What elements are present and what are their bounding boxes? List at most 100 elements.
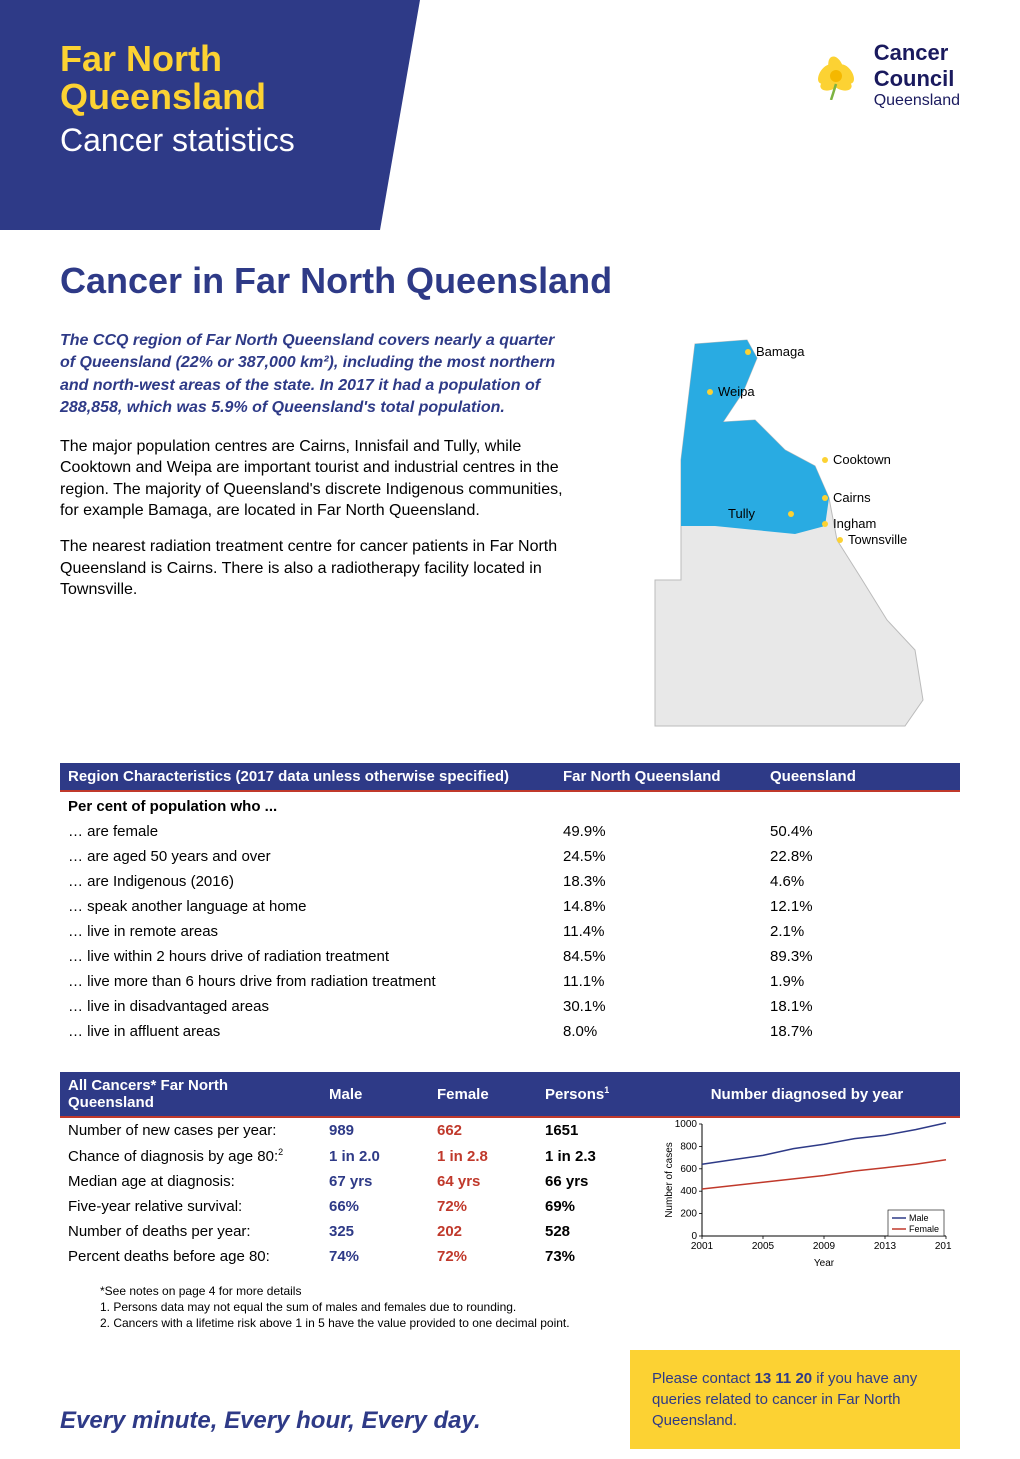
svg-text:Townsville: Townsville [848, 532, 907, 547]
intro-para-2: The nearest radiation treatment centre f… [60, 536, 570, 601]
row-label: … speak another language at home [60, 894, 555, 919]
svg-text:Year: Year [814, 1258, 835, 1268]
table-row: … are female49.9%50.4% [60, 819, 960, 844]
tagline: Every minute, Every hour, Every day. [60, 1407, 630, 1449]
svg-text:600: 600 [680, 1164, 697, 1175]
table-row: … live in disadvantaged areas30.1%18.1% [60, 994, 960, 1019]
row-persons: 1651 [537, 1117, 654, 1143]
row-label: … live more than 6 hours drive from radi… [60, 969, 555, 994]
row-male: 1 in 2.0 [321, 1143, 429, 1169]
row-fnq: 18.3% [555, 869, 762, 894]
row-qld: 2.1% [762, 919, 960, 944]
row-qld: 4.6% [762, 869, 960, 894]
region-banner: Far North Queensland Cancer statistics [0, 0, 380, 230]
diagnosed-by-year-chart: 0200400600800100020012005200920132017Yea… [662, 1118, 952, 1268]
header-band: Far North Queensland Cancer statistics C… [0, 0, 1020, 230]
row-persons: 528 [537, 1219, 654, 1244]
row-male: 325 [321, 1219, 429, 1244]
page-title: Cancer in Far North Queensland [60, 260, 960, 302]
table1-header-3: Queensland [762, 763, 960, 791]
row-fnq: 11.4% [555, 919, 762, 944]
cancer-council-logo: Cancer Council Queensland [811, 40, 960, 110]
svg-text:400: 400 [680, 1186, 697, 1197]
page-content: Cancer in Far North Queensland The CCQ r… [0, 230, 1020, 1459]
svg-text:Female: Female [909, 1224, 939, 1234]
footer-row: Every minute, Every hour, Every day. Ple… [60, 1350, 960, 1449]
table1-header-2: Far North Queensland [555, 763, 762, 791]
svg-text:Cairns: Cairns [833, 490, 871, 505]
daffodil-icon [811, 50, 861, 100]
table2-header-female: Female [429, 1072, 537, 1117]
svg-text:Weipa: Weipa [718, 384, 755, 399]
table-row: … are Indigenous (2016)18.3%4.6% [60, 869, 960, 894]
table-row: … live within 2 hours drive of radiation… [60, 944, 960, 969]
row-qld: 18.1% [762, 994, 960, 1019]
queensland-map: BamagaWeipaCooktownCairnsTullyInghamTown… [590, 330, 960, 735]
svg-text:Ingham: Ingham [833, 516, 876, 531]
row-male: 989 [321, 1117, 429, 1143]
row-qld: 22.8% [762, 844, 960, 869]
table1-subhead-text: Per cent of population who ... [60, 791, 960, 819]
footnote-1: 1. Persons data may not equal the sum of… [100, 1299, 960, 1315]
table-row: … are aged 50 years and over24.5%22.8% [60, 844, 960, 869]
svg-text:800: 800 [680, 1141, 697, 1152]
row-male: 74% [321, 1244, 429, 1269]
row-male: 67 yrs [321, 1169, 429, 1194]
banner-line-1: Far North [60, 40, 380, 78]
all-cancers-table: All Cancers* Far North Queensland Male F… [60, 1072, 960, 1269]
table2-header-chart: Number diagnosed by year [654, 1072, 960, 1117]
row-label: Number of new cases per year: [60, 1117, 321, 1143]
row-fnq: 11.1% [555, 969, 762, 994]
tagline-p1: Every minute, [60, 1407, 224, 1434]
svg-text:Male: Male [909, 1213, 929, 1223]
row-qld: 89.3% [762, 944, 960, 969]
row-fnq: 24.5% [555, 844, 762, 869]
row-persons: 69% [537, 1194, 654, 1219]
row-female: 64 yrs [429, 1169, 537, 1194]
row-label: Number of deaths per year: [60, 1219, 321, 1244]
row-female: 72% [429, 1194, 537, 1219]
row-label: … live within 2 hours drive of radiation… [60, 944, 555, 969]
table-row: … speak another language at home14.8%12.… [60, 894, 960, 919]
svg-text:Tully: Tully [728, 506, 755, 521]
table2-header-1: All Cancers* Far North Queensland [60, 1072, 321, 1117]
cc-line-1: Cancer [874, 40, 960, 66]
row-fnq: 49.9% [555, 819, 762, 844]
table-row: … live in affluent areas8.0%18.7% [60, 1019, 960, 1044]
svg-text:2005: 2005 [752, 1241, 775, 1252]
contact-box: Please contact 13 11 20 if you have any … [630, 1350, 960, 1449]
intro-para-1: The major population centres are Cairns,… [60, 436, 570, 522]
region-characteristics-table: Region Characteristics (2017 data unless… [60, 763, 960, 1044]
table2-header-row: All Cancers* Far North Queensland Male F… [60, 1072, 960, 1117]
banner-line-3: Cancer statistics [60, 122, 380, 159]
svg-text:2017: 2017 [935, 1241, 952, 1252]
table1-header-row: Region Characteristics (2017 data unless… [60, 763, 960, 791]
row-female: 662 [429, 1117, 537, 1143]
row-label: … are female [60, 819, 555, 844]
row-label: … live in affluent areas [60, 1019, 555, 1044]
intro-text: The CCQ region of Far North Queensland c… [60, 330, 570, 735]
table-row: … live more than 6 hours drive from radi… [60, 969, 960, 994]
banner-line-2: Queensland [60, 78, 380, 116]
row-fnq: 14.8% [555, 894, 762, 919]
cc-line-2: Council [874, 66, 960, 92]
row-label: … are Indigenous (2016) [60, 869, 555, 894]
footnotes: *See notes on page 4 for more details 1.… [100, 1283, 960, 1332]
intro-lead: The CCQ region of Far North Queensland c… [60, 330, 570, 420]
row-female: 202 [429, 1219, 537, 1244]
row-label: … live in remote areas [60, 919, 555, 944]
tagline-p2: Every hour, [224, 1407, 361, 1434]
row-persons: 1 in 2.3 [537, 1143, 654, 1169]
svg-text:2013: 2013 [874, 1241, 897, 1252]
row-qld: 1.9% [762, 969, 960, 994]
table-row: … live in remote areas11.4%2.1% [60, 919, 960, 944]
svg-text:Cooktown: Cooktown [833, 452, 891, 467]
cancer-council-text: Cancer Council Queensland [874, 40, 960, 110]
row-qld: 50.4% [762, 819, 960, 844]
row-persons: 66 yrs [537, 1169, 654, 1194]
row-fnq: 84.5% [555, 944, 762, 969]
row-female: 72% [429, 1244, 537, 1269]
row-label: Five-year relative survival: [60, 1194, 321, 1219]
row-qld: 18.7% [762, 1019, 960, 1044]
row-qld: 12.1% [762, 894, 960, 919]
